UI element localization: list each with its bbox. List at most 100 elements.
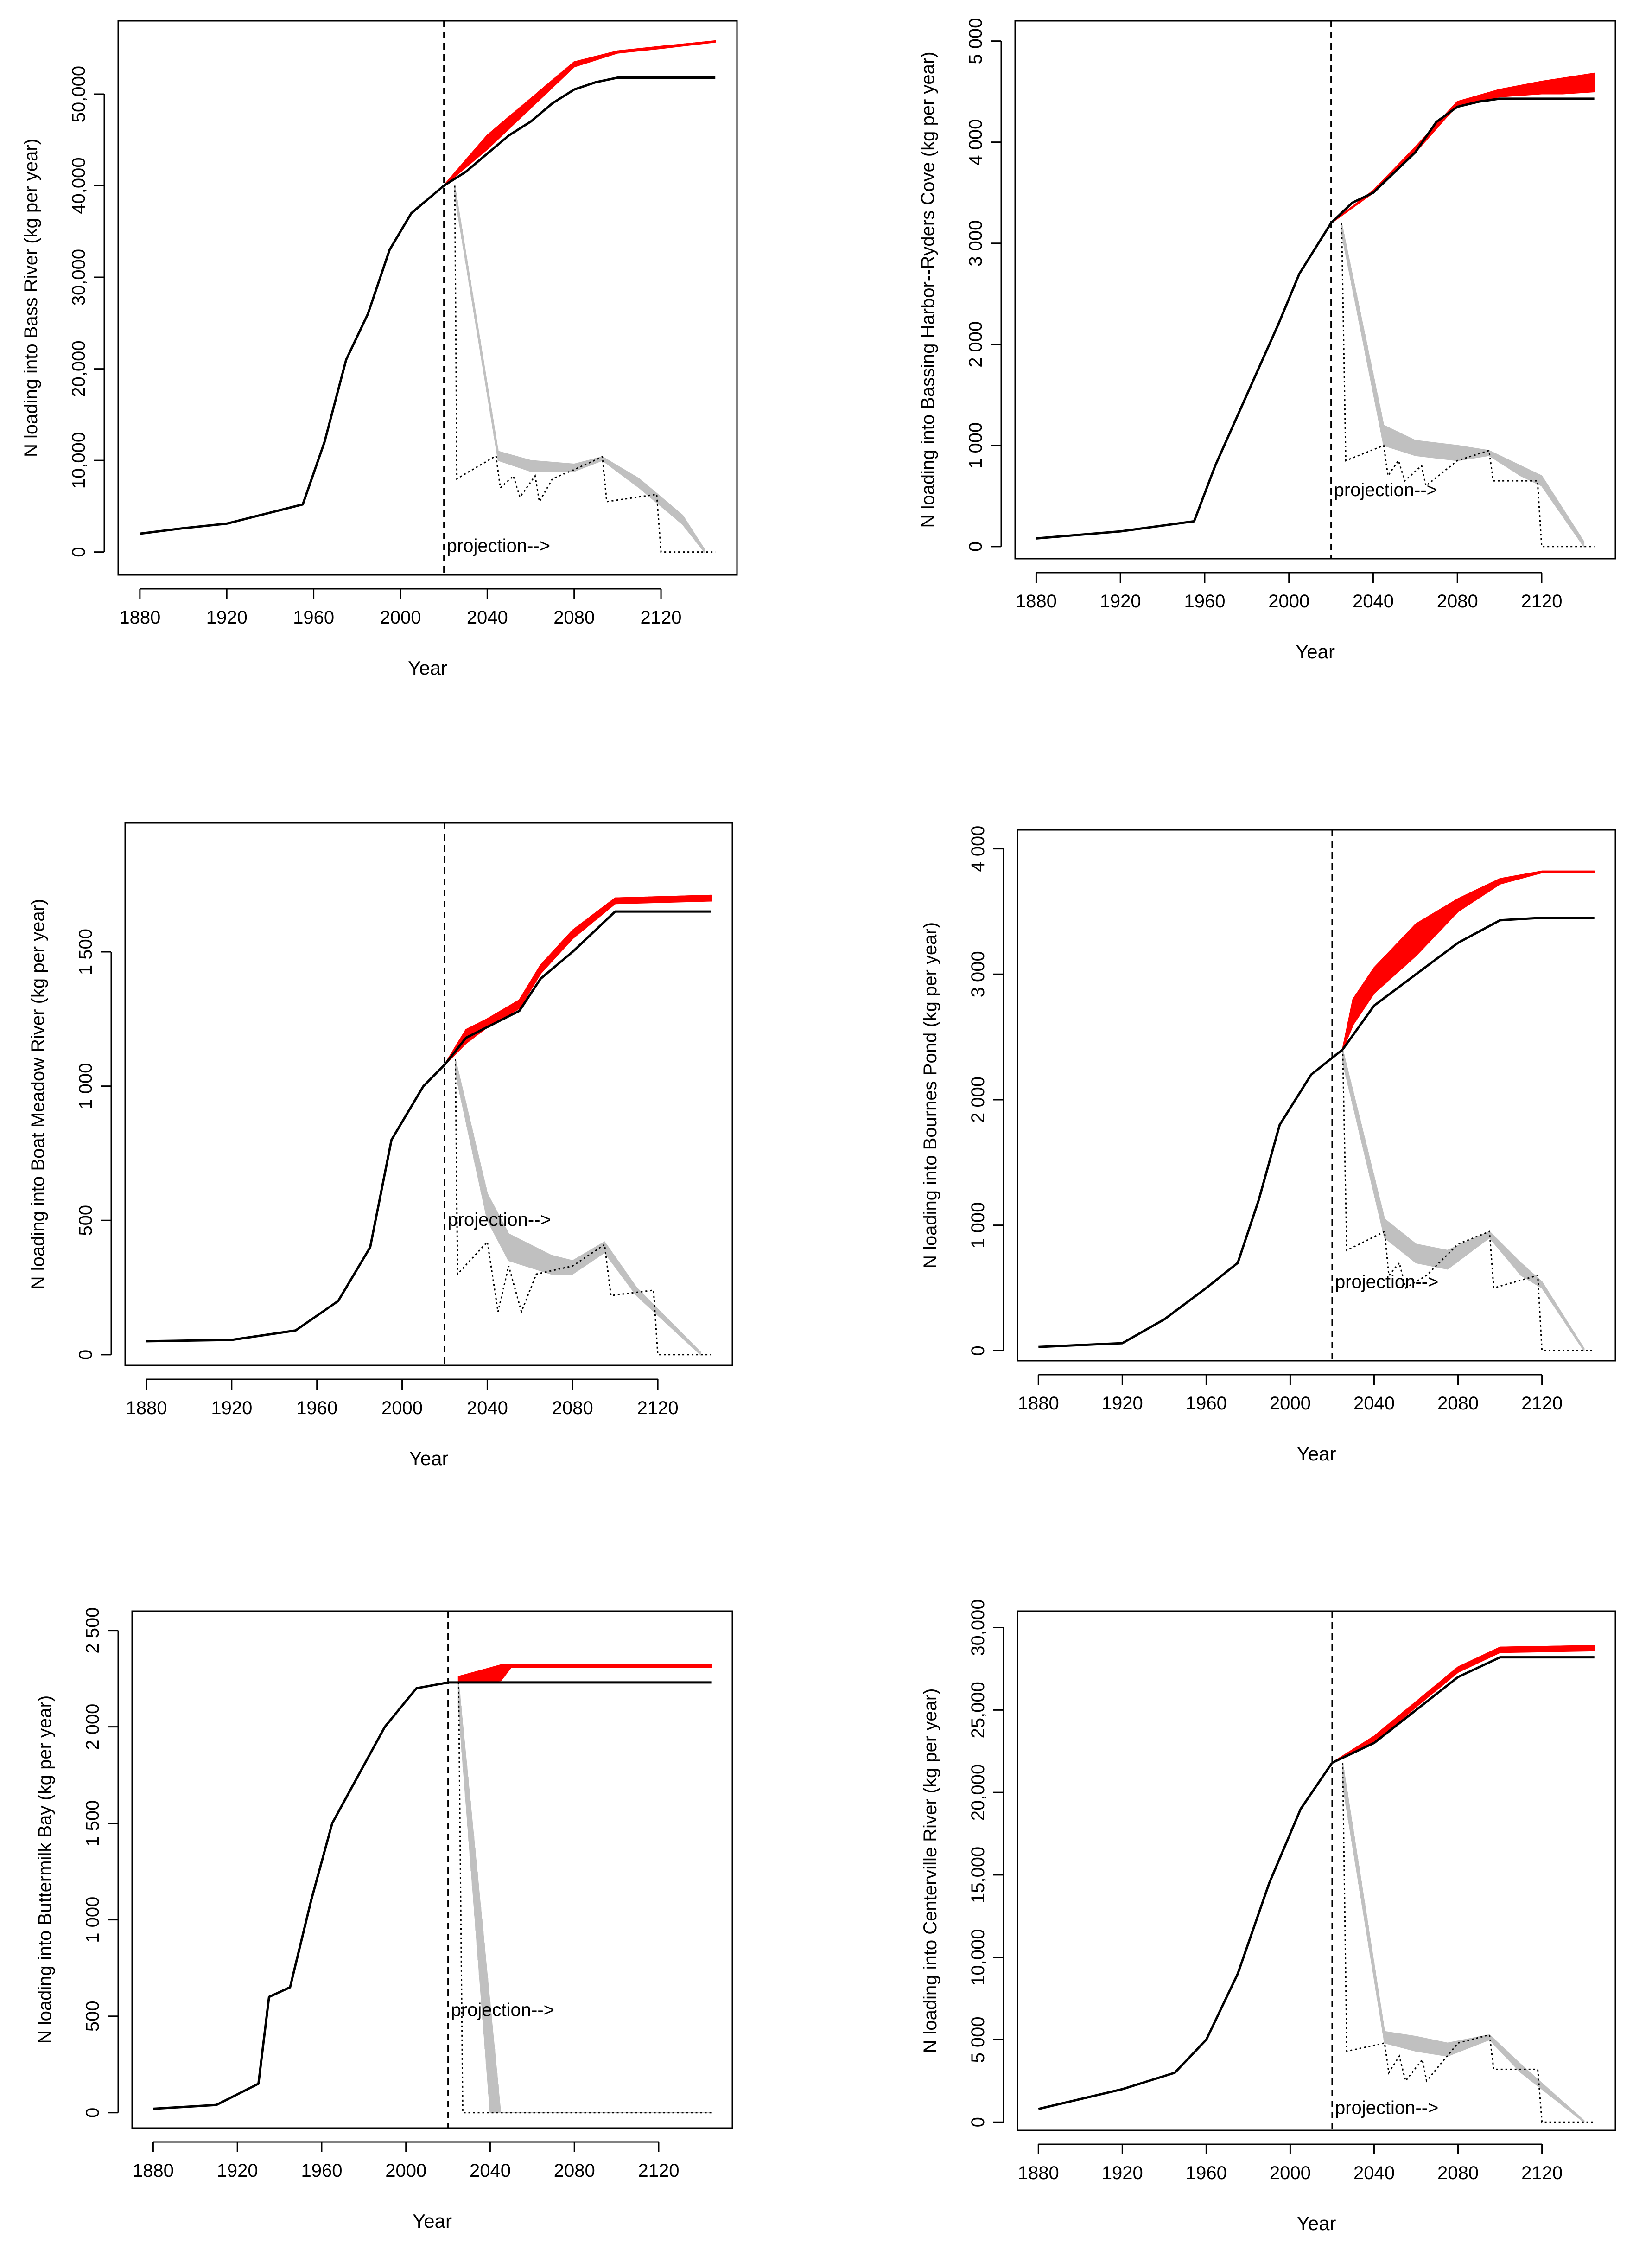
high-growth-line [443,40,716,186]
y-tick-label: 500 [83,2001,103,2032]
baseline-line [1331,1656,1595,1764]
projection-label: projection--> [1335,2097,1438,2118]
x-tick-label: 1960 [1186,2163,1227,2183]
y-tick-label: 1 000 [966,422,986,469]
y-tick-label: 30,000 [69,249,89,306]
x-tick-label: 2080 [554,2161,595,2181]
x-tick-label: 1880 [1018,2163,1059,2183]
x-tick-label: 2000 [385,2161,426,2181]
y-axis-title: N loading into Bassing Harbor--Ryders Co… [918,51,938,528]
reduction-band-hatch [457,1682,501,2113]
y-axis-title: N loading into Buttermilk Bay (kg per ye… [35,1695,55,2044]
y-tick-label: 3 000 [968,951,988,997]
reduction-min-line [1342,1049,1595,1351]
historical-line [1038,1762,1333,2110]
high-growth-line [458,1664,712,1677]
x-tick-label: 2000 [1270,1393,1311,1414]
x-tick-label: 2080 [1437,1393,1479,1414]
y-tick-label: 0 [966,542,986,552]
x-tick-label: 1920 [211,1398,252,1418]
y-tick-label: 25,000 [968,1682,988,1738]
series-group [1038,1611,1595,2130]
reduction-min-line [1342,1763,1595,2123]
series-group [1036,21,1595,559]
reduction-band-hatch [455,1059,701,1355]
x-tick-label: 1960 [296,1398,337,1418]
high-growth-line [1342,870,1595,1050]
x-tick-label: 2120 [1521,2163,1563,2183]
baseline-line [1330,97,1595,224]
y-tick-label: 2 000 [83,1704,103,1750]
x-tick-label: 1880 [1018,1393,1059,1414]
high-growth-line [444,894,712,1065]
x-tick-label: 2120 [1521,591,1562,612]
y-tick-label: 0 [76,1350,96,1360]
x-tick-label: 1880 [119,607,160,628]
x-tick-label: 2040 [467,607,508,628]
plot-frame [117,20,738,576]
x-tick-label: 2000 [381,1398,423,1418]
projection-label: projection--> [447,1210,551,1230]
x-axis-title: Year [1297,1443,1336,1465]
historical-line [140,185,445,535]
chart-panel-buttermilk: 1880 1920 1960 2000 2040 2080 2120 0 500 1 000 1 5… [35,1607,733,2232]
y-tick-label: 0 [968,2117,988,2127]
y-tick-label: 1 000 [968,1202,988,1249]
plot-frame [131,1610,733,2129]
x-tick-label: 2120 [638,2161,679,2181]
x-tick-label: 2080 [1437,591,1478,612]
y-tick-label: 20,000 [968,1764,988,1821]
x-tick-label: 2120 [637,1398,679,1418]
y-tick-label: 3 000 [966,220,986,267]
y-tick-label: 30,000 [968,1599,988,1656]
series-group [140,21,716,575]
y-tick-label: 50,000 [69,66,89,122]
x-tick-label: 2000 [380,607,421,628]
series-group [153,1611,712,2128]
plot-frame [1017,829,1616,1362]
historical-line [1038,1048,1344,1348]
y-axis-title: N loading into Boat Meadow River (kg per… [28,899,48,1290]
x-tick-label: 1880 [133,2161,174,2181]
x-tick-label: 1920 [1102,1393,1143,1414]
high-growth-line [1332,1645,1595,1764]
reduction-min-line [1341,223,1595,548]
x-tick-label: 2000 [1268,591,1309,612]
y-tick-label: 5 000 [968,2016,988,2063]
x-tick-label: 1960 [1186,1393,1227,1414]
x-tick-label: 1880 [126,1398,167,1418]
chart-panel-centerville: 1880 1920 1960 2000 2040 2080 2120 0 5 000 10,000… [920,1599,1616,2234]
plot-frame [1017,1610,1616,2131]
x-axis-title: Year [409,1447,449,1469]
x-tick-label: 1920 [1100,591,1141,612]
x-tick-label: 2080 [1437,2163,1479,2183]
y-tick-label: 500 [76,1205,96,1236]
x-tick-label: 1920 [217,2161,258,2181]
high-growth-line [1330,72,1595,224]
x-tick-label: 2080 [553,607,595,628]
y-tick-label: 1 500 [76,929,96,975]
projection-label: projection--> [1335,1272,1438,1292]
y-tick-label: 0 [69,547,89,557]
projection-label: projection--> [1334,480,1437,500]
historical-line [1036,222,1332,540]
baseline-line [444,910,711,1065]
chart-panel-boat: 1880 1920 1960 2000 2040 2080 2120 0 500 1 000 1 5… [28,822,733,1469]
reduction-band-hatch [454,185,705,552]
x-tick-label: 2080 [552,1398,593,1418]
y-tick-label: 10,000 [69,432,89,489]
x-tick-label: 1920 [1102,2163,1143,2183]
x-tick-label: 1880 [1016,591,1057,612]
x-tick-label: 1960 [301,2161,342,2181]
y-tick-label: 20,000 [69,340,89,397]
y-tick-label: 4 000 [968,826,988,872]
baseline-line [1341,917,1595,1051]
series-group [146,823,712,1365]
series-group [1038,830,1595,1361]
x-axis-title: Year [408,657,447,679]
x-tick-label: 1920 [206,607,248,628]
projection-label: projection--> [447,536,550,556]
y-tick-label: 4 000 [966,119,986,166]
